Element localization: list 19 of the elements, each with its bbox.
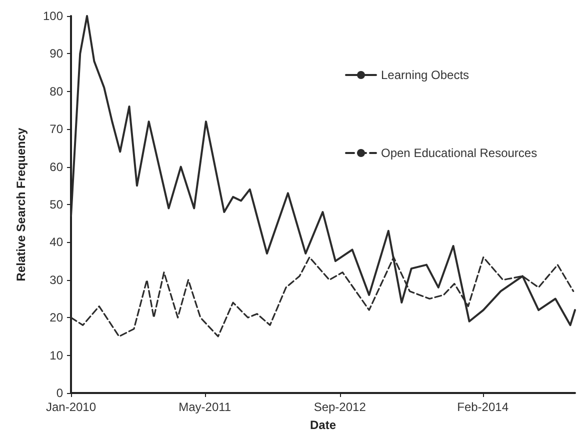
y-tick-label: 90 bbox=[50, 46, 64, 61]
y-tick-label: 30 bbox=[50, 272, 64, 287]
x-axis-title: Date bbox=[310, 418, 336, 432]
y-tick-label: 10 bbox=[50, 348, 64, 362]
y-tick-label: 0 bbox=[56, 386, 64, 400]
x-tick-label: Feb-2014 bbox=[457, 400, 509, 414]
x-tick-label: Sep-2012 bbox=[314, 400, 366, 414]
y-tick-label: 100 bbox=[42, 9, 64, 23]
x-tick-label: Jan-2010 bbox=[46, 400, 96, 414]
y-axis-title: Relative Search Frequency bbox=[14, 127, 28, 282]
y-tick-label: 50 bbox=[50, 198, 64, 212]
x-tick-label: May-2011 bbox=[178, 400, 232, 414]
y-tick-label: 80 bbox=[50, 84, 64, 98]
y-tick-label: 40 bbox=[50, 235, 64, 250]
y-tick-label: 60 bbox=[50, 160, 64, 174]
legend-label: Open Educational Resources bbox=[381, 146, 538, 160]
y-tick-label: 20 bbox=[50, 310, 64, 325]
y-tick-label: 70 bbox=[50, 122, 64, 136]
legend-label: Learning Obects bbox=[381, 68, 470, 82]
